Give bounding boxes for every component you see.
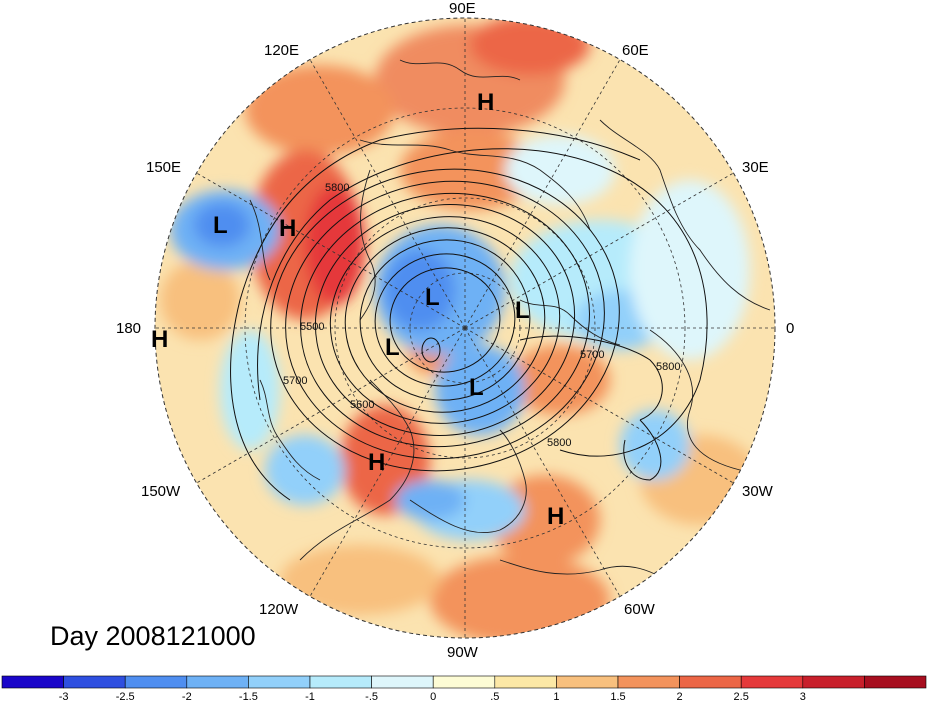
colorbar-tick-label: -1	[305, 691, 315, 702]
contour-label: 5700	[580, 349, 604, 361]
low-center: L	[425, 284, 440, 311]
lon-label: 180	[116, 320, 141, 337]
high-center: H	[151, 326, 168, 353]
low-center: L	[515, 297, 530, 324]
high-center: H	[547, 503, 564, 530]
colorbar-tick-label: 2.5	[734, 691, 749, 702]
colorbar-swatch	[802, 675, 865, 689]
high-center: H	[279, 215, 296, 242]
colorbar-swatch	[679, 675, 742, 689]
contour-label: 5600	[350, 399, 374, 411]
lon-label: 0	[786, 320, 794, 337]
colorbar-swatch	[248, 675, 311, 689]
low-center: L	[385, 334, 400, 361]
contour-label: 5800	[325, 182, 349, 194]
lon-label: 150W	[141, 483, 181, 500]
meridian-line	[309, 59, 466, 329]
lon-label: 120E	[264, 42, 299, 59]
colorbar-tick-label: 0	[430, 691, 436, 702]
pressure-centers: H H L H L L L L H H	[151, 89, 564, 530]
colorbar-tick-label: 3	[800, 691, 806, 702]
colorbar-swatch	[371, 675, 434, 689]
colorbar-tick-label: -1.5	[239, 691, 258, 702]
meridian-lines	[155, 18, 775, 638]
height-contours	[230, 127, 708, 501]
colorbar-swatch	[432, 675, 496, 689]
meridian-line	[196, 327, 466, 484]
lon-label: 30E	[742, 159, 769, 176]
lon-label: 30W	[742, 483, 774, 500]
lon-label: 150E	[146, 159, 181, 176]
meridian-line	[464, 172, 734, 329]
colorbar-swatch	[124, 675, 188, 689]
colorbar-swatch	[1, 675, 64, 689]
contour-label: 5700	[283, 375, 307, 387]
colorbar-swatch	[740, 675, 804, 689]
meridian-line	[464, 327, 734, 484]
low-center: L	[469, 374, 484, 401]
anomaly-field	[155, 18, 775, 638]
colorbar-tick-label: 1	[553, 691, 559, 702]
meridian-line	[464, 59, 621, 329]
colorbar-tick-label: 1.5	[610, 691, 625, 702]
colorbar-swatch	[864, 675, 927, 689]
colorbar-tick-label: -2	[182, 691, 192, 702]
lon-label: 90W	[447, 644, 479, 661]
colorbar-tick-label: -3	[59, 691, 69, 702]
high-center: H	[477, 89, 494, 116]
meridian-line	[309, 327, 466, 597]
longitude-labels: 90E 60E 30E 0 30W 60W 90W 120W 150W 180 …	[116, 0, 794, 661]
lon-label: 60W	[624, 601, 656, 618]
colorbar-swatch	[494, 675, 557, 689]
meridian-line	[196, 172, 466, 329]
high-center: H	[368, 449, 385, 476]
contour-label: 5800	[547, 437, 571, 449]
contour-label: 5500	[300, 321, 324, 333]
lon-label: 120W	[259, 601, 299, 618]
lon-label: 90E	[449, 0, 476, 17]
colorbar: -3 -2.5 -2 -1.5 -1 -.5 0 .5 1 1.5 2 2.5 3	[1, 675, 927, 702]
lon-label: 60E	[622, 42, 649, 59]
meridian-line	[464, 327, 621, 597]
colorbar-swatch	[617, 675, 680, 689]
colorbar-tick-label: 2	[677, 691, 683, 702]
contour-labels: 5800 5500 5700 5600 5700 5800 5800	[283, 182, 680, 449]
colorbar-swatch	[556, 675, 619, 689]
low-center: L	[213, 212, 228, 239]
colorbar-swatch	[63, 675, 126, 689]
contour-label: 5800	[656, 361, 680, 373]
colorbar-tick-label: -2.5	[116, 691, 135, 702]
map-boundary	[154, 17, 776, 639]
colorbar-swatch	[309, 675, 372, 689]
day-title: Day 2008121000	[50, 621, 256, 651]
colorbar-tick-label: -.5	[365, 691, 378, 702]
colorbar-swatch	[186, 675, 249, 689]
coastlines	[249, 59, 771, 601]
colorbar-tick-label: .5	[490, 691, 499, 702]
